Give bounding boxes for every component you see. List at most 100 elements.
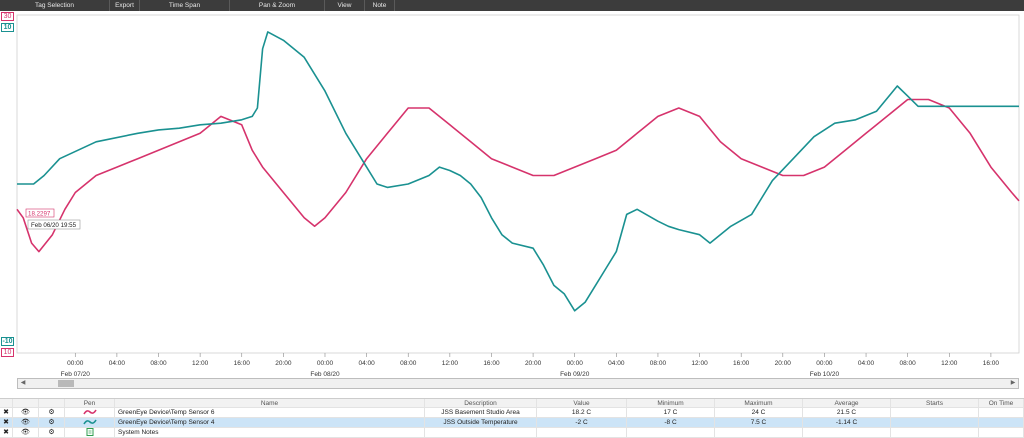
x-tick-label: 04:00 bbox=[109, 360, 126, 367]
pen-wave-icon bbox=[82, 409, 97, 415]
x-tick-label: 08:00 bbox=[650, 360, 667, 367]
trend-chart[interactable]: 00:00 04:00 08:00 12:00 16:00 20:00 00:00 04:00… bbox=[0, 11, 1024, 381]
tooltip-value: 18.2297 bbox=[28, 211, 51, 218]
scroll-thumb[interactable] bbox=[58, 380, 74, 387]
cell-name: GreenEye Device\Temp Sensor 4 bbox=[115, 418, 425, 427]
menu-item-tag-selection[interactable]: Tag Selection bbox=[0, 0, 110, 11]
scroll-right-icon[interactable]: ▶ bbox=[1010, 380, 1016, 386]
remove-icon[interactable]: ✖ bbox=[0, 418, 13, 427]
cell-value: -2 C bbox=[537, 418, 627, 427]
x-tick-label: 00:00 bbox=[567, 360, 584, 367]
x-date-label: Feb 09/20 bbox=[560, 371, 590, 378]
gear-icon[interactable]: ⚙ bbox=[39, 418, 65, 427]
eye-icon[interactable]: 👁 bbox=[13, 428, 39, 437]
x-tick-label: 12:00 bbox=[691, 360, 708, 367]
value-tooltip: 18.2297 Feb 06/20 19:55 bbox=[25, 208, 81, 230]
menu-item-view[interactable]: View bbox=[325, 0, 365, 11]
cell-name: System Notes bbox=[115, 428, 425, 437]
plot-frame bbox=[16, 14, 1020, 354]
menu-item-note[interactable]: Note bbox=[365, 0, 395, 11]
cell-description: JSS Basement Studio Area bbox=[425, 408, 537, 417]
remove-icon[interactable]: ✖ bbox=[0, 408, 13, 417]
cell-value: 18.2 C bbox=[537, 408, 627, 417]
x-tick-label: 12:00 bbox=[442, 360, 459, 367]
x-tick-label: 04:00 bbox=[358, 360, 375, 367]
cell-description bbox=[425, 428, 537, 437]
pink-axis-min: 10 bbox=[1, 348, 14, 357]
column-header[interactable] bbox=[39, 399, 65, 407]
note-icon bbox=[86, 428, 93, 436]
column-header[interactable]: Maximum bbox=[715, 399, 803, 407]
x-tick-label: 00:00 bbox=[816, 360, 833, 367]
x-tick-label: 08:00 bbox=[150, 360, 167, 367]
eye-icon[interactable]: 👁 bbox=[13, 408, 39, 417]
column-header[interactable]: Pen bbox=[65, 399, 115, 407]
pen-wave-icon bbox=[82, 419, 97, 425]
x-tick-label: 20:00 bbox=[525, 360, 542, 367]
x-tick-label: 08:00 bbox=[400, 360, 417, 367]
x-tick-label: 16:00 bbox=[733, 360, 750, 367]
cell-maximum: 7.5 C bbox=[715, 418, 803, 427]
teal-axis-min: -10 bbox=[1, 337, 14, 346]
pen-swatch[interactable] bbox=[65, 428, 115, 437]
column-header[interactable]: On Time bbox=[979, 399, 1024, 407]
cell-average: 21.5 C bbox=[803, 408, 891, 417]
column-header[interactable]: Starts bbox=[891, 399, 979, 407]
x-tick-label: 16:00 bbox=[983, 360, 1000, 367]
x-tick-label: 16:00 bbox=[483, 360, 500, 367]
cell-starts bbox=[891, 418, 979, 427]
grid-header: Pen Name Description Value Minimum Maximum Ave… bbox=[0, 398, 1024, 408]
cell-minimum: 17 C bbox=[627, 408, 715, 417]
x-date-label: Feb 07/20 bbox=[61, 371, 91, 378]
menu-bar: Tag Selection Export Time Span Pan & Zoom Vi… bbox=[0, 0, 1024, 11]
column-header[interactable]: Minimum bbox=[627, 399, 715, 407]
cell-average: -1.14 C bbox=[803, 418, 891, 427]
menu-item-pan-zoom[interactable]: Pan & Zoom bbox=[230, 0, 325, 11]
pen-swatch[interactable] bbox=[65, 418, 115, 427]
column-header[interactable] bbox=[13, 399, 39, 407]
x-tick-label: 00:00 bbox=[317, 360, 334, 367]
table-row[interactable]: ✖ 👁 ⚙ GreenEye Device\Temp Sensor 4 JSS Outs… bbox=[0, 418, 1024, 428]
gear-icon[interactable]: ⚙ bbox=[39, 408, 65, 417]
tooltip-time: Feb 06/20 19:55 bbox=[31, 222, 77, 229]
pen-grid: Pen Name Description Value Minimum Maximum Ave… bbox=[0, 398, 1024, 438]
cell-on-time bbox=[979, 428, 1024, 437]
x-tick-label: 20:00 bbox=[775, 360, 792, 367]
time-scrollbar[interactable]: ◀ ▶ bbox=[17, 378, 1019, 389]
teal-axis-max: 10 bbox=[1, 23, 14, 32]
cell-on-time bbox=[979, 418, 1024, 427]
menu-item-time-span[interactable]: Time Span bbox=[140, 0, 230, 11]
x-tick-label: 08:00 bbox=[900, 360, 917, 367]
eye-icon[interactable]: 👁 bbox=[13, 418, 39, 427]
cell-minimum: -8 C bbox=[627, 418, 715, 427]
x-tick-label: 04:00 bbox=[858, 360, 875, 367]
column-header[interactable]: Name bbox=[115, 399, 425, 407]
cell-minimum bbox=[627, 428, 715, 437]
x-tick-label: 12:00 bbox=[941, 360, 958, 367]
column-header[interactable] bbox=[0, 399, 13, 407]
chart-svg[interactable]: 00:00 04:00 08:00 12:00 16:00 20:00 00:00 04:00… bbox=[0, 11, 1024, 381]
remove-icon[interactable]: ✖ bbox=[0, 428, 13, 437]
cell-description: JSS Outside Temperature bbox=[425, 418, 537, 427]
cell-starts bbox=[891, 408, 979, 417]
column-header[interactable]: Average bbox=[803, 399, 891, 407]
cell-starts bbox=[891, 428, 979, 437]
menu-item-export[interactable]: Export bbox=[110, 0, 140, 11]
x-tick-label: 04:00 bbox=[608, 360, 625, 367]
x-tick-label: 16:00 bbox=[234, 360, 251, 367]
column-header[interactable]: Description bbox=[425, 399, 537, 407]
x-date-label: Feb 10/20 bbox=[810, 371, 840, 378]
x-tick-label: 12:00 bbox=[192, 360, 209, 367]
series-line-1[interactable] bbox=[16, 98, 1020, 253]
cell-name: GreenEye Device\Temp Sensor 6 bbox=[115, 408, 425, 417]
column-header[interactable]: Value bbox=[537, 399, 627, 407]
cell-value bbox=[537, 428, 627, 437]
cell-on-time bbox=[979, 408, 1024, 417]
x-date-label: Feb 08/20 bbox=[310, 371, 340, 378]
table-row[interactable]: ✖ 👁 ⚙ GreenEye Device\Temp Sensor 6 JSS Base… bbox=[0, 408, 1024, 418]
cell-maximum bbox=[715, 428, 803, 437]
series-line-2[interactable] bbox=[17, 31, 1019, 312]
pen-swatch[interactable] bbox=[65, 408, 115, 417]
scroll-left-icon[interactable]: ◀ bbox=[20, 380, 26, 386]
gear-icon[interactable]: ⚙ bbox=[39, 428, 65, 437]
